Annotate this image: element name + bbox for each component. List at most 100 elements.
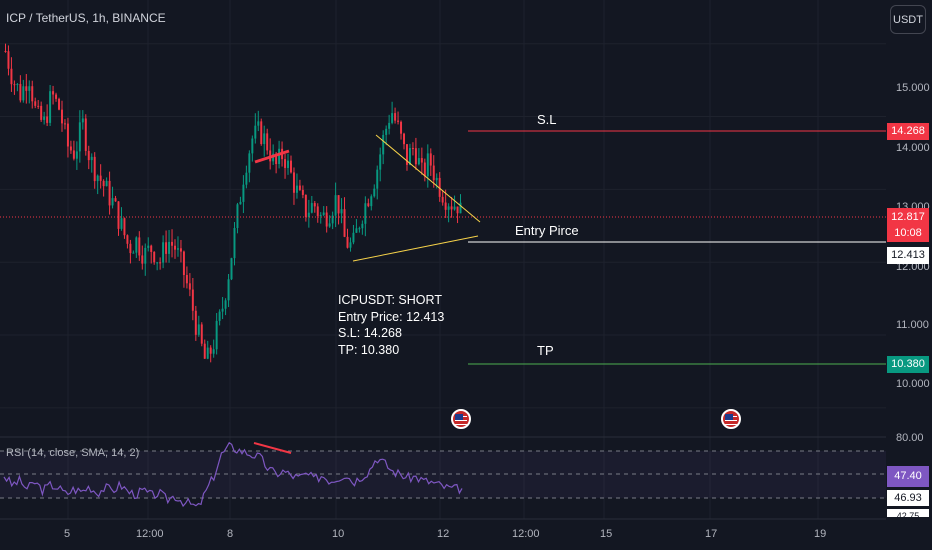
stop-loss-price-tag: 14.268 [887,123,929,140]
candle-body [168,241,171,254]
candle-body [316,206,319,216]
candle-body [364,203,367,224]
currency-button[interactable]: USDT [890,5,926,34]
candle-body [218,311,221,321]
candle-body [310,203,313,213]
candle-body [346,236,349,248]
candle-body [19,84,22,101]
candle-body [194,310,197,335]
current-price-value: 12.817 [891,211,925,223]
candle-body [129,243,132,254]
take-profit-label[interactable]: TP [537,343,554,358]
candle-body [114,198,117,202]
candle-body [248,153,251,173]
candle-body [319,214,322,216]
candlestick-series [4,43,462,363]
candle-body [328,223,331,227]
candle-body [200,324,203,344]
trade-info-note[interactable]: ICPUSDT: SHORT Entry Price: 12.413 S.L: … [338,292,444,358]
time-tick: 12 [437,528,450,540]
candle-body [370,196,373,207]
candle-body [298,185,301,190]
candle-body [322,212,325,215]
candle-body [150,245,153,252]
candle-body [352,232,355,243]
symbol-title[interactable]: ICP / TetherUS, 1h, BINANCE [6,11,166,25]
candle-body [313,203,316,207]
candle-body [120,218,123,229]
candle-body [212,349,215,354]
rsi-indicator-title[interactable]: RSI (14, close, SMA, 14, 2) [6,447,140,459]
candle-body [174,245,176,250]
candle-body [367,203,370,207]
candle-body [209,347,212,354]
candle-body [373,188,376,197]
us-flag-event-icon[interactable] [721,409,741,429]
trade-info-line: Entry Price: 12.413 [338,309,445,324]
price-divergence-line [254,149,290,164]
candle-body [420,158,423,163]
candle-body [284,159,287,168]
candle-body [93,156,96,182]
candle-body [78,122,81,152]
candle-body [435,177,438,181]
rsi-value-tag: 47.40 [887,466,929,487]
candle-body [31,86,34,102]
candle-body [126,235,129,244]
candle-body [432,165,435,181]
rsi-line [3,441,463,508]
entry-label[interactable]: Entry Pirce [515,223,579,238]
candle-body [72,150,75,159]
candle-body [254,125,257,139]
candle-body [340,209,343,214]
candle-body [441,196,444,203]
time-tick: 12:00 [136,528,164,540]
candle-body [266,133,269,151]
candle-body [61,109,63,124]
candle-body [46,116,49,123]
current-price-tag: 12.817 10:08 [887,208,929,242]
candle-body [34,101,37,106]
candle-body [343,209,346,237]
stop-loss-label[interactable]: S.L [537,112,557,127]
candle-body [52,91,55,95]
candle-body [447,206,450,210]
candle-body [185,275,188,284]
candle-body [397,120,400,122]
candle-body [66,123,69,147]
candle-body [405,144,408,165]
candle-body [376,169,379,189]
candle-body [224,300,227,309]
candle-body [450,206,453,210]
candle-body [290,160,292,173]
candle-body [403,133,405,145]
entry-price-tag: 12.413 [887,247,929,264]
candle-body [278,148,281,165]
candle-body [382,134,385,155]
candle-body [55,94,58,99]
candle-body [245,172,248,185]
price-tick: 14.000 [896,142,930,154]
candle-body [355,228,358,233]
chart-grid [0,0,886,519]
price-tick: 11.000 [896,319,929,331]
candle-body [49,91,52,123]
candle-body [132,252,135,254]
candle-body [456,206,459,214]
candle-body [221,308,224,312]
candle-body [423,162,426,177]
candle-body [388,122,391,129]
candle-body [90,156,93,161]
candle-body [408,148,411,165]
candle-body [287,160,290,168]
candle-body [25,86,28,91]
candle-body [444,202,447,210]
candle-body [75,151,78,159]
price-tick: 10.000 [896,378,930,390]
candle-body [227,279,230,301]
candle-body [453,206,456,210]
us-flag-event-icon[interactable] [451,409,471,429]
candle-body [159,262,162,264]
time-tick: 19 [814,528,827,540]
